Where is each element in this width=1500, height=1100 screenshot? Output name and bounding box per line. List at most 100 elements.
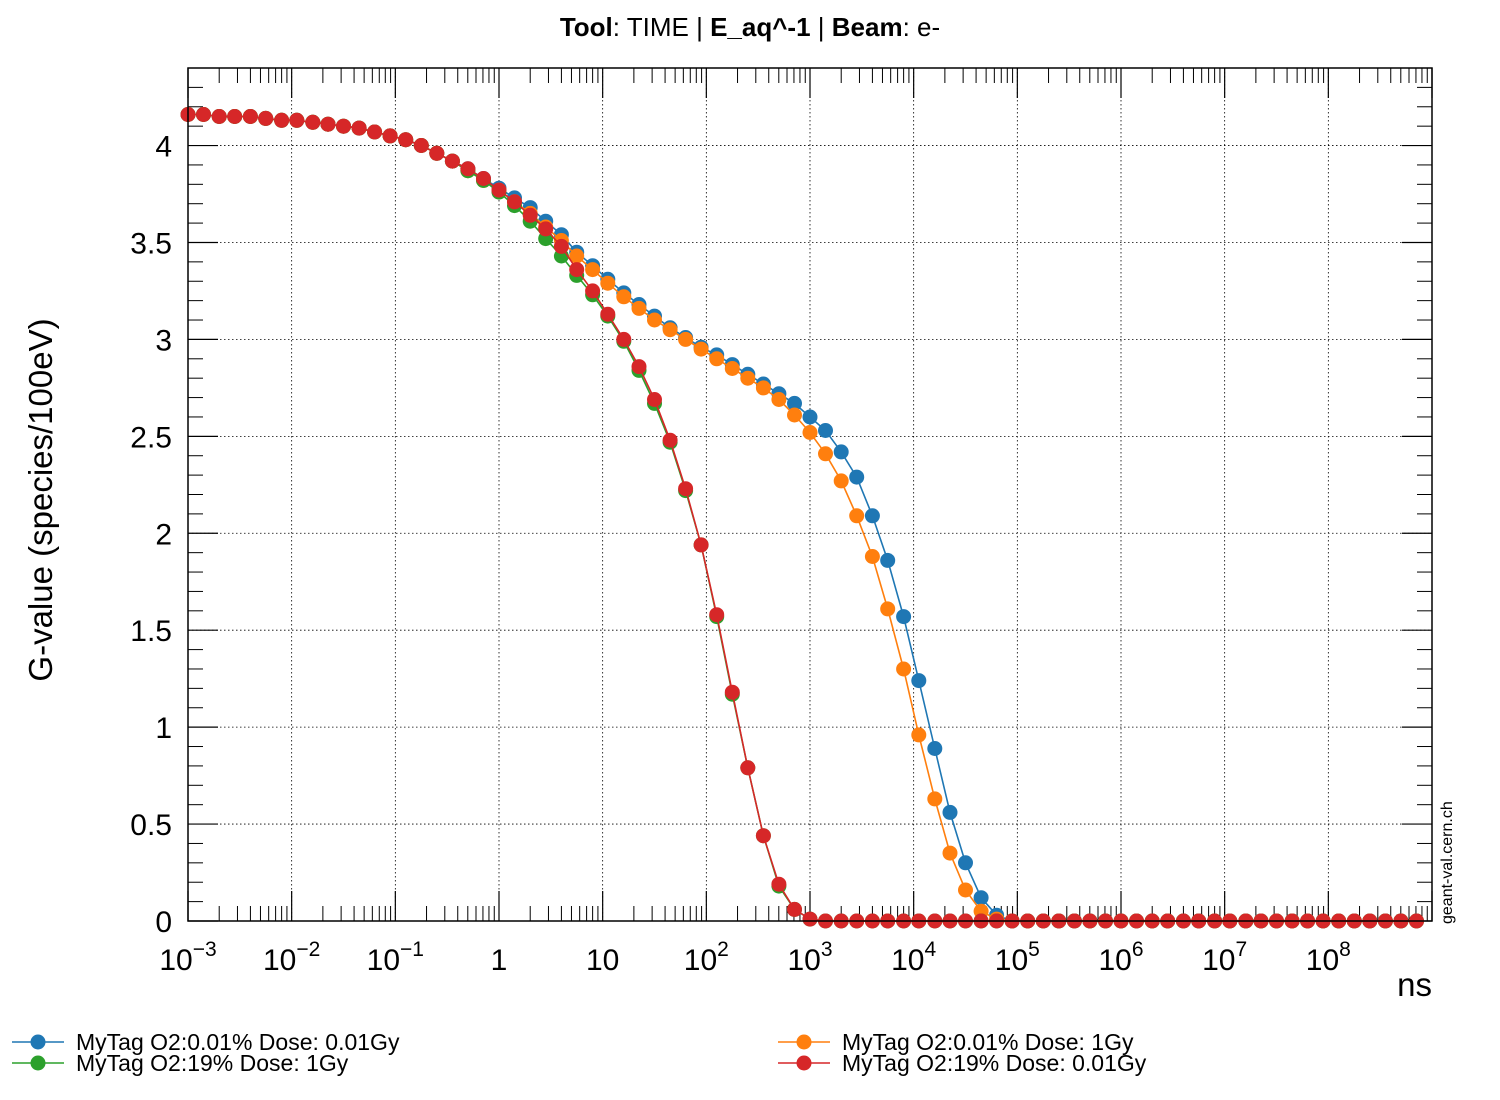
data-point bbox=[693, 537, 709, 553]
data-point bbox=[647, 312, 662, 328]
data-point bbox=[367, 124, 383, 140]
data-point bbox=[958, 855, 973, 871]
data-point bbox=[709, 607, 725, 623]
data-point bbox=[398, 132, 414, 148]
data-point bbox=[507, 194, 522, 210]
data-point bbox=[787, 407, 802, 423]
y-tick-label: 1.5 bbox=[130, 615, 172, 648]
data-point bbox=[382, 128, 398, 144]
data-point bbox=[771, 876, 787, 892]
x-tick-label: 108 bbox=[1306, 938, 1351, 977]
data-point bbox=[305, 114, 321, 130]
x-axis-title: ns bbox=[1397, 966, 1432, 1003]
series-2 bbox=[180, 107, 1424, 929]
data-point bbox=[802, 409, 818, 425]
watermark-text: geant-val.cern.ch bbox=[1439, 801, 1456, 924]
x-tick-label: 105 bbox=[995, 938, 1040, 977]
data-point bbox=[460, 161, 476, 177]
data-point bbox=[320, 116, 336, 132]
data-point bbox=[818, 446, 833, 462]
data-point bbox=[864, 508, 880, 524]
x-tick-base: 10 bbox=[263, 944, 296, 977]
data-point bbox=[927, 791, 943, 807]
data-point bbox=[755, 380, 771, 396]
series-line bbox=[188, 113, 1417, 922]
title-beam-value: : e- bbox=[903, 12, 941, 42]
data-point bbox=[413, 138, 429, 153]
x-tick-label: 106 bbox=[1098, 938, 1143, 977]
x-tick-base: 10 bbox=[684, 944, 717, 977]
y-axis-title: G-value (species/100eV) bbox=[22, 318, 59, 681]
data-point bbox=[880, 601, 896, 617]
data-point bbox=[662, 432, 678, 448]
data-point bbox=[740, 370, 756, 386]
x-tick-exponent: 7 bbox=[1236, 938, 1248, 961]
data-point bbox=[755, 828, 771, 844]
x-tick-label: 107 bbox=[1202, 938, 1247, 977]
legend-label: MyTag O2:0.01% Dose: 0.01Gy bbox=[76, 1029, 400, 1055]
series-4 bbox=[180, 107, 1424, 929]
data-point bbox=[678, 481, 694, 497]
data-point bbox=[585, 283, 601, 299]
y-tick-label: 1 bbox=[155, 712, 172, 745]
y-tick-label: 4 bbox=[155, 131, 172, 164]
series-group bbox=[180, 107, 1424, 929]
y-tick-labels: 0 0.5 1 1.5 2 2.5 3 3.5 4 bbox=[130, 131, 172, 939]
x-tick-exponent: 4 bbox=[925, 938, 937, 961]
legend-label: MyTag O2:0.01% Dose: 1Gy bbox=[842, 1029, 1134, 1055]
data-point bbox=[616, 289, 632, 305]
y-tick-label: 3 bbox=[155, 324, 172, 357]
x-tick-base: 10 bbox=[995, 944, 1028, 977]
data-point bbox=[242, 109, 258, 124]
series-line bbox=[188, 113, 1417, 922]
series-line bbox=[188, 113, 1417, 922]
legend-marker bbox=[30, 1055, 46, 1071]
data-point bbox=[911, 673, 927, 689]
data-point bbox=[600, 275, 616, 291]
data-point bbox=[336, 118, 351, 134]
data-point bbox=[227, 109, 243, 124]
data-point bbox=[196, 107, 211, 122]
x-tick-labels: 10−3 10−2 10−1 1 10 102 103 104 105 106 107 108 bbox=[159, 938, 1351, 977]
x-tick-exponent: 3 bbox=[821, 938, 833, 961]
data-point bbox=[802, 425, 818, 440]
data-point bbox=[476, 171, 491, 186]
data-point bbox=[896, 661, 912, 677]
data-point bbox=[569, 262, 585, 278]
x-tick-base: 10 bbox=[367, 944, 400, 977]
data-point bbox=[833, 444, 849, 460]
x-tick-label: 103 bbox=[787, 938, 832, 977]
data-point bbox=[211, 109, 227, 124]
data-point bbox=[351, 120, 367, 136]
x-tick-base: 10 bbox=[1098, 944, 1131, 977]
data-point bbox=[631, 359, 647, 375]
x-tick-exponent: 2 bbox=[717, 938, 729, 961]
x-tick-base: 10 bbox=[159, 944, 192, 977]
data-point bbox=[911, 727, 927, 743]
data-point bbox=[600, 306, 616, 322]
legend-marker bbox=[796, 1034, 812, 1050]
data-point bbox=[833, 473, 849, 489]
data-point bbox=[787, 901, 802, 917]
data-point bbox=[771, 392, 787, 407]
data-point bbox=[522, 207, 538, 223]
x-tick-label: 10−2 bbox=[263, 938, 320, 977]
legend-marker bbox=[796, 1055, 812, 1071]
data-point bbox=[740, 760, 756, 776]
data-point bbox=[631, 300, 647, 316]
data-point bbox=[538, 221, 554, 237]
x-tick-base: 10 bbox=[1306, 944, 1339, 977]
data-point bbox=[289, 112, 305, 128]
data-point bbox=[787, 395, 802, 411]
data-point bbox=[678, 331, 694, 347]
grid-lines bbox=[188, 68, 1432, 921]
data-point bbox=[958, 882, 973, 898]
data-point bbox=[849, 469, 865, 485]
data-point bbox=[864, 549, 880, 564]
data-point bbox=[880, 552, 896, 568]
data-point bbox=[444, 153, 460, 169]
x-tick-label: 10 bbox=[586, 944, 619, 977]
series-3 bbox=[180, 107, 1424, 929]
x-tick-exponent: 5 bbox=[1028, 938, 1040, 961]
